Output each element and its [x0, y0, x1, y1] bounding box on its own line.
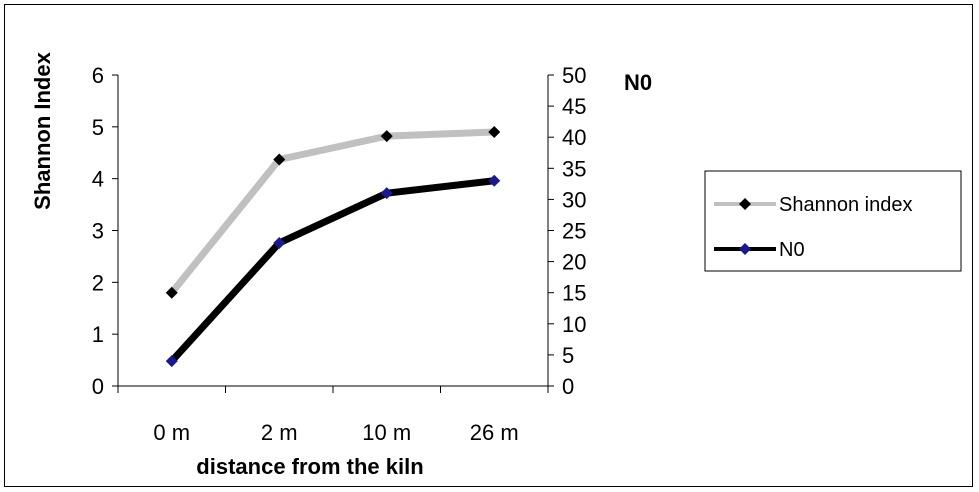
- legend-label: Shannon index: [779, 194, 912, 216]
- y2-tick-label: 15: [562, 281, 586, 306]
- data-point-marker: [273, 236, 286, 249]
- legend-swatch-marker: [739, 243, 751, 255]
- legend-label: N0: [779, 239, 805, 261]
- y-tick-label: 2: [92, 270, 104, 295]
- data-point-marker: [165, 355, 178, 368]
- series-markers: [165, 126, 501, 368]
- x-tick-label: 0 m: [153, 420, 190, 445]
- y-tick-label: 5: [92, 115, 104, 140]
- y2-tick-label: 40: [562, 125, 586, 150]
- x-tick-label: 2 m: [261, 420, 298, 445]
- legend-swatch-marker: [739, 198, 751, 210]
- y2-tick-label: 5: [562, 343, 574, 368]
- y-tick-label: 4: [92, 167, 104, 192]
- data-point-marker: [380, 130, 393, 143]
- y2-axis-ticks: 0 5 10 15 20 25 30 35 40 45 50: [548, 63, 586, 399]
- x-axis-ticks: 0 m 2 m 10 m 26 m: [117, 386, 549, 445]
- y2-tick-label: 30: [562, 187, 586, 212]
- x-tick-label: 10 m: [362, 420, 411, 445]
- y2-tick-label: 0: [562, 374, 574, 399]
- chart-axes: [117, 75, 549, 387]
- y-tick-label: 1: [92, 322, 104, 347]
- y2-tick-label: 25: [562, 219, 586, 244]
- series-line: [168, 128, 498, 297]
- y2-tick-label: 50: [562, 63, 586, 88]
- legend: Shannon index N0: [704, 170, 962, 272]
- y2-tick-label: 35: [562, 156, 586, 181]
- y2-tick-label: 45: [562, 94, 586, 119]
- x-tick-label: 26 m: [470, 420, 519, 445]
- data-point-marker: [380, 187, 393, 200]
- data-point-marker: [488, 174, 501, 187]
- series-line: [168, 177, 498, 365]
- data-point-marker: [273, 153, 286, 166]
- series-lines: [168, 128, 498, 365]
- y2-tick-label: 20: [562, 250, 586, 275]
- legend-box: [704, 170, 962, 272]
- y-tick-label: 0: [92, 374, 104, 399]
- y2-axis-title: N0: [624, 70, 652, 95]
- data-point-marker: [165, 286, 178, 299]
- x-axis-title: distance from the kiln: [196, 454, 423, 479]
- y-tick-label: 6: [92, 63, 104, 88]
- y-axis-ticks: 0 1 2 3 4 5 6: [92, 63, 118, 399]
- y2-tick-label: 10: [562, 312, 586, 337]
- data-point-marker: [488, 126, 501, 139]
- y-tick-label: 3: [92, 219, 104, 244]
- y-axis-title: Shannon Index: [30, 51, 55, 209]
